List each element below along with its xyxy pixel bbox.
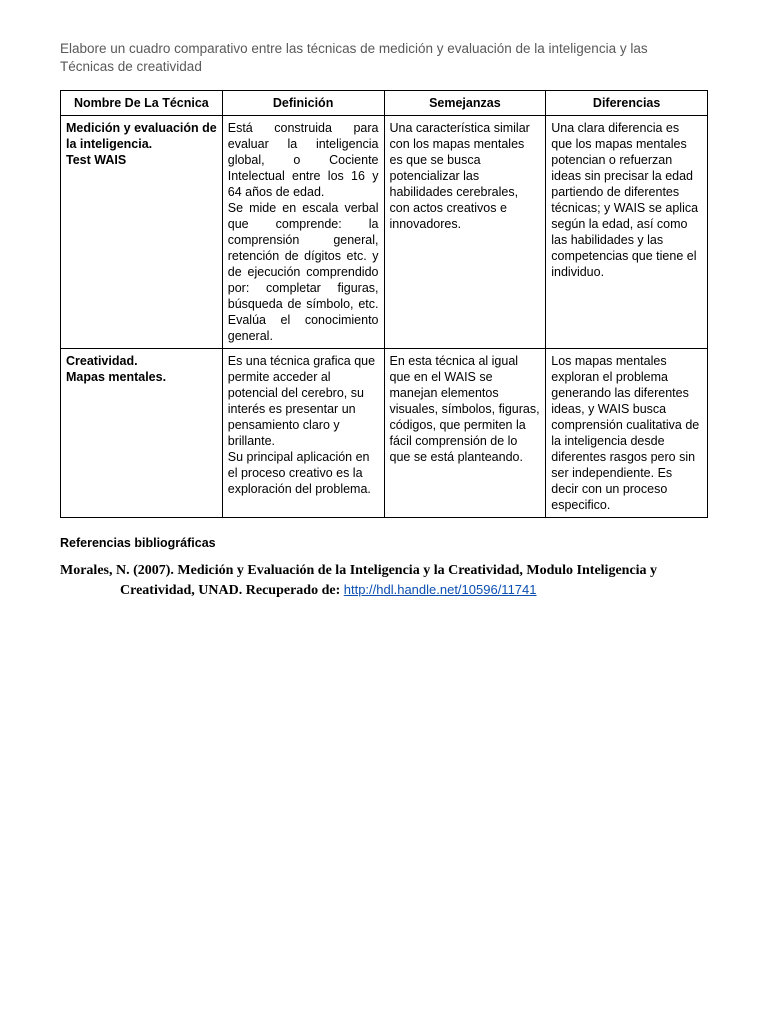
- comparison-table: Nombre De La Técnica Definición Semejanz…: [60, 90, 708, 518]
- col-header-diferencias: Diferencias: [546, 91, 708, 116]
- cell-nombre: Creatividad.Mapas mentales.: [61, 349, 223, 518]
- col-header-nombre: Nombre De La Técnica: [61, 91, 223, 116]
- reference-entry: Morales, N. (2007). Medición y Evaluació…: [60, 562, 708, 601]
- references-heading: Referencias bibliográficas: [60, 536, 708, 550]
- cell-diferencias: Los mapas mentales exploran el problema …: [546, 349, 708, 518]
- cell-semejanzas: En esta técnica al igual que en el WAIS …: [384, 349, 546, 518]
- table-header-row: Nombre De La Técnica Definición Semejanz…: [61, 91, 708, 116]
- cell-semejanzas: Una característica similar con los mapas…: [384, 116, 546, 349]
- cell-nombre: Medición y evaluación de la inteligencia…: [61, 116, 223, 349]
- table-row: Creatividad.Mapas mentales. Es una técni…: [61, 349, 708, 518]
- col-header-semejanzas: Semejanzas: [384, 91, 546, 116]
- table-row: Medición y evaluación de la inteligencia…: [61, 116, 708, 349]
- intro-text: Elabore un cuadro comparativo entre las …: [60, 40, 708, 76]
- cell-definicion: Es una técnica grafica que permite acced…: [222, 349, 384, 518]
- cell-diferencias: Una clara diferencia es que los mapas me…: [546, 116, 708, 349]
- reference-link[interactable]: http://hdl.handle.net/10596/11741: [344, 582, 537, 597]
- cell-definicion: Está construida para evaluar la intelige…: [222, 116, 384, 349]
- col-header-definicion: Definición: [222, 91, 384, 116]
